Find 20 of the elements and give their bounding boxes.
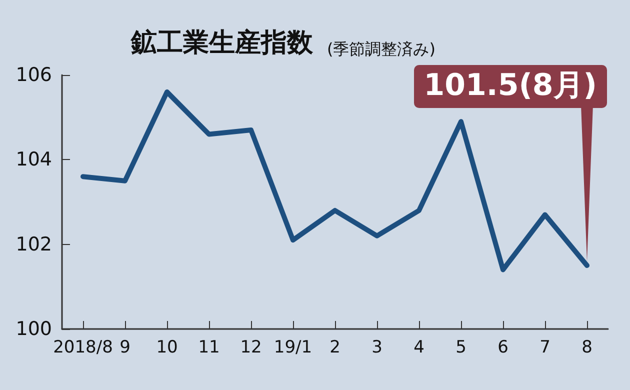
x-tick-label: 9 — [120, 338, 130, 358]
y-tick-label: 104 — [16, 148, 52, 171]
x-tick-label: 4 — [414, 338, 424, 358]
x-tick-label: 7 — [540, 338, 550, 358]
chart-title: 鉱工業生産指数 — [130, 28, 314, 58]
y-tick-label: 106 — [16, 64, 52, 86]
chart-subtitle: (季節調整済み) — [327, 40, 436, 58]
x-tick-label: 5 — [456, 338, 466, 358]
x-tick-label: 11 — [198, 338, 220, 358]
x-tick-label: 12 — [240, 338, 262, 358]
y-tick-label: 102 — [16, 233, 52, 256]
x-tick-label: 2018/8 — [53, 338, 113, 358]
annotation: 101.5(8月) — [414, 65, 607, 108]
x-tick-label: 6 — [498, 338, 508, 358]
x-tick-label: 10 — [156, 338, 178, 358]
x-tick-label: 3 — [372, 338, 382, 358]
x-tick-label: 2 — [330, 338, 340, 358]
x-tick-label: 19/1 — [274, 338, 312, 358]
x-tick-label: 8 — [582, 338, 592, 358]
y-tick-label: 100 — [16, 318, 52, 340]
